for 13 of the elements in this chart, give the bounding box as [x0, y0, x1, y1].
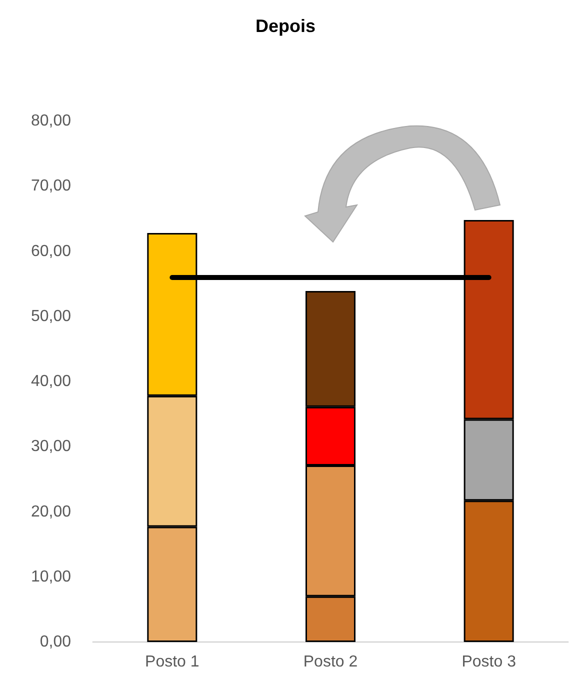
- y-tick-label: 0,00: [40, 634, 72, 650]
- x-tick-label: Posto 3: [462, 654, 516, 670]
- y-tick-label: 50,00: [30, 308, 72, 325]
- y-tick-label: 30,00: [30, 438, 72, 456]
- y-tick-label: 60,00: [30, 242, 72, 260]
- y-tick-label: 40,00: [30, 373, 72, 390]
- y-tick-label: 10,00: [30, 568, 72, 586]
- y-tick-label: 80,00: [30, 112, 72, 130]
- chart-title: Depois: [255, 16, 316, 36]
- y-tick-label: 70,00: [30, 178, 72, 195]
- y-tick-label: 20,00: [30, 503, 72, 520]
- x-tick-label: Posto 2: [303, 654, 358, 670]
- x-tick-label: Posto 1: [145, 654, 200, 670]
